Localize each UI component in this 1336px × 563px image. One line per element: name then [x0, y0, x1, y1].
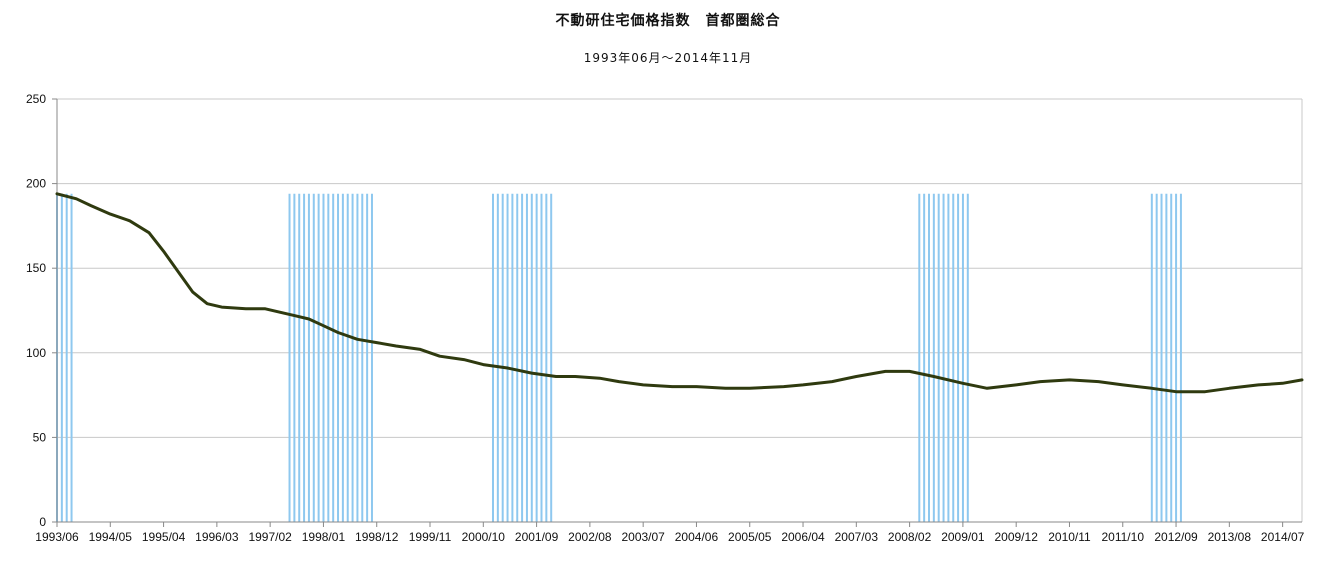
recession-bands: [56, 193, 1182, 522]
x-tick-label: 1998/01: [302, 530, 346, 544]
chart-subtitle: 1993年06月～2014年11月: [583, 51, 753, 65]
y-tick-label: 50: [33, 430, 47, 444]
x-tick-label: 1993/06: [35, 530, 79, 544]
recession-band: [918, 193, 969, 522]
x-tick-label: 2005/05: [728, 530, 772, 544]
x-tick-label: 2013/08: [1208, 530, 1252, 544]
x-tick-label: 2001/09: [515, 530, 559, 544]
x-tick-label: 2014/07: [1261, 530, 1305, 544]
recession-band: [1150, 193, 1182, 522]
gridlines: [57, 98, 1302, 438]
recession-band: [491, 193, 553, 522]
recession-band: [288, 193, 373, 522]
y-tick-label: 250: [26, 92, 46, 106]
x-tick-label: 2008/02: [888, 530, 932, 544]
x-tick-label: 2009/01: [941, 530, 985, 544]
series-layer: [55, 192, 1304, 394]
x-tick-label: 2004/06: [675, 530, 719, 544]
y-tick-label: 200: [26, 177, 46, 191]
x-tick-label: 1997/02: [248, 530, 292, 544]
x-tick-label: 2007/03: [835, 530, 879, 544]
x-tick-label: 2000/10: [462, 530, 506, 544]
recession-band: [56, 193, 73, 522]
x-tick-label: 2011/10: [1102, 530, 1145, 544]
x-tick-label: 1994/05: [89, 530, 133, 544]
tick-labels: 0 50 100 150 200 250 1993/06 1994/05 1995/04 1996…: [26, 92, 1305, 544]
y-tick-label: 150: [26, 261, 46, 275]
axes: [52, 98, 1303, 527]
x-tick-label: 1995/04: [142, 530, 186, 544]
x-tick-label: 1996/03: [195, 530, 239, 544]
y-tick-label: 100: [26, 346, 46, 360]
x-tick-label: 1999/11: [409, 530, 452, 544]
x-tick-label: 2002/08: [568, 530, 612, 544]
series-line: [55, 192, 1304, 394]
y-tick-label: 0: [39, 515, 46, 529]
x-tick-label: 2009/12: [994, 530, 1038, 544]
x-tick-label: 2012/09: [1154, 530, 1198, 544]
x-tick-label: 1998/12: [355, 530, 399, 544]
x-tick-label: 2006/04: [781, 530, 825, 544]
chart-title: 不動研住宅価格指数 首都圏総合: [555, 13, 781, 29]
x-tick-label: 2003/07: [621, 530, 665, 544]
x-tick-label: 2010/11: [1048, 530, 1091, 544]
